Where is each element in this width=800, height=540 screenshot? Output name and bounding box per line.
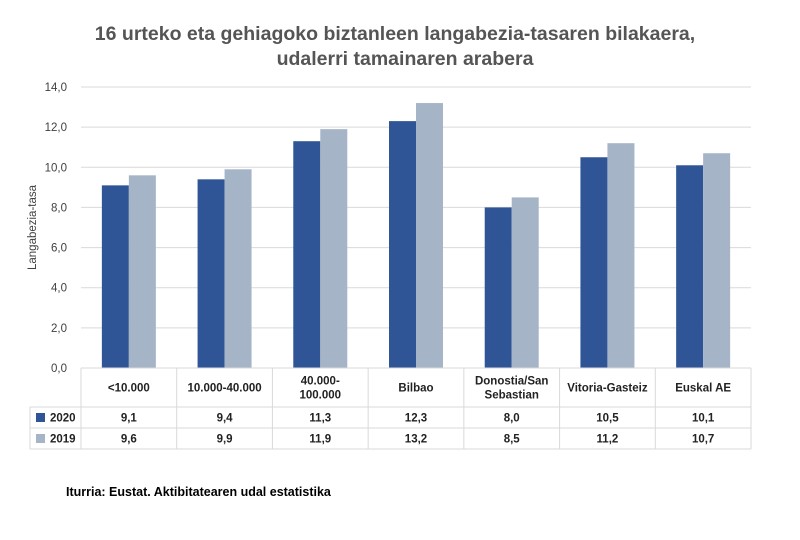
- bar-2019: [511, 197, 539, 368]
- bar-2019: [607, 143, 635, 368]
- chart-title-line-2: udalerri tamainaren arabera: [276, 48, 534, 70]
- data-value-2019: 10,7: [692, 434, 714, 446]
- data-value-2019: 11,9: [309, 434, 331, 446]
- bar-2019: [128, 175, 156, 368]
- bar-2019: [320, 129, 348, 368]
- data-value-2019: 8,5: [504, 434, 521, 446]
- category-label: Sebastian: [485, 390, 539, 402]
- data-value-2020: 9,4: [217, 413, 234, 425]
- legend-label-2020: 2020: [50, 413, 76, 425]
- y-tick-label: 0,0: [51, 363, 67, 375]
- data-value-2020: 9,1: [121, 413, 138, 425]
- chart-title: 16 urteko eta gehiagoko biztanleen langa…: [0, 22, 800, 72]
- data-value-2019: 13,2: [405, 434, 427, 446]
- bar-2020: [101, 185, 129, 368]
- bar-2020: [484, 207, 512, 368]
- category-label: <10.000: [108, 383, 150, 395]
- bar-2020: [676, 165, 704, 368]
- category-label: Euskal AE: [675, 383, 731, 395]
- data-value-2020: 8,0: [504, 413, 520, 425]
- y-tick-label: 4,0: [51, 283, 67, 295]
- category-label: Donostia/San: [475, 376, 548, 388]
- data-value-2020: 11,3: [309, 413, 331, 425]
- legend-label-2019: 2019: [50, 434, 76, 446]
- data-value-2019: 9,9: [217, 434, 233, 446]
- bar-2020: [197, 179, 225, 368]
- y-tick-label: 10,0: [45, 162, 67, 174]
- legend-key-2020: [36, 413, 45, 422]
- bar-2020: [580, 157, 608, 368]
- y-axis-label: Langabezia-tasa: [27, 184, 39, 270]
- data-value-2019: 9,6: [121, 434, 137, 446]
- y-tick-label: 14,0: [45, 82, 67, 94]
- data-value-2019: 11,2: [597, 434, 619, 446]
- legend-key-2019: [36, 434, 45, 443]
- category-label: 100.000: [299, 390, 341, 402]
- bar-2019: [703, 153, 731, 368]
- bar-2019: [416, 103, 443, 369]
- category-label: Bilbao: [398, 383, 433, 395]
- y-tick-label: 2,0: [51, 323, 67, 335]
- chart-title-line-1: 16 urteko eta gehiagoko biztanleen langa…: [94, 23, 696, 45]
- category-label: 40.000-: [301, 376, 340, 388]
- y-tick-label: 6,0: [51, 243, 67, 255]
- category-label: Vitoria-Gasteiz: [567, 383, 648, 395]
- data-value-2020: 12,3: [405, 413, 427, 425]
- category-label: 10.000-40.000: [187, 383, 261, 395]
- bar-2020: [293, 141, 321, 368]
- y-tick-label: 8,0: [51, 202, 67, 214]
- y-tick-label: 12,0: [45, 122, 67, 134]
- data-value-2020: 10,5: [596, 413, 619, 425]
- bar-2020: [389, 121, 416, 368]
- data-value-2020: 10,1: [692, 413, 715, 425]
- source-note: Iturria: Eustat. Aktibitatearen udal est…: [66, 485, 331, 499]
- bar-2019: [224, 169, 252, 368]
